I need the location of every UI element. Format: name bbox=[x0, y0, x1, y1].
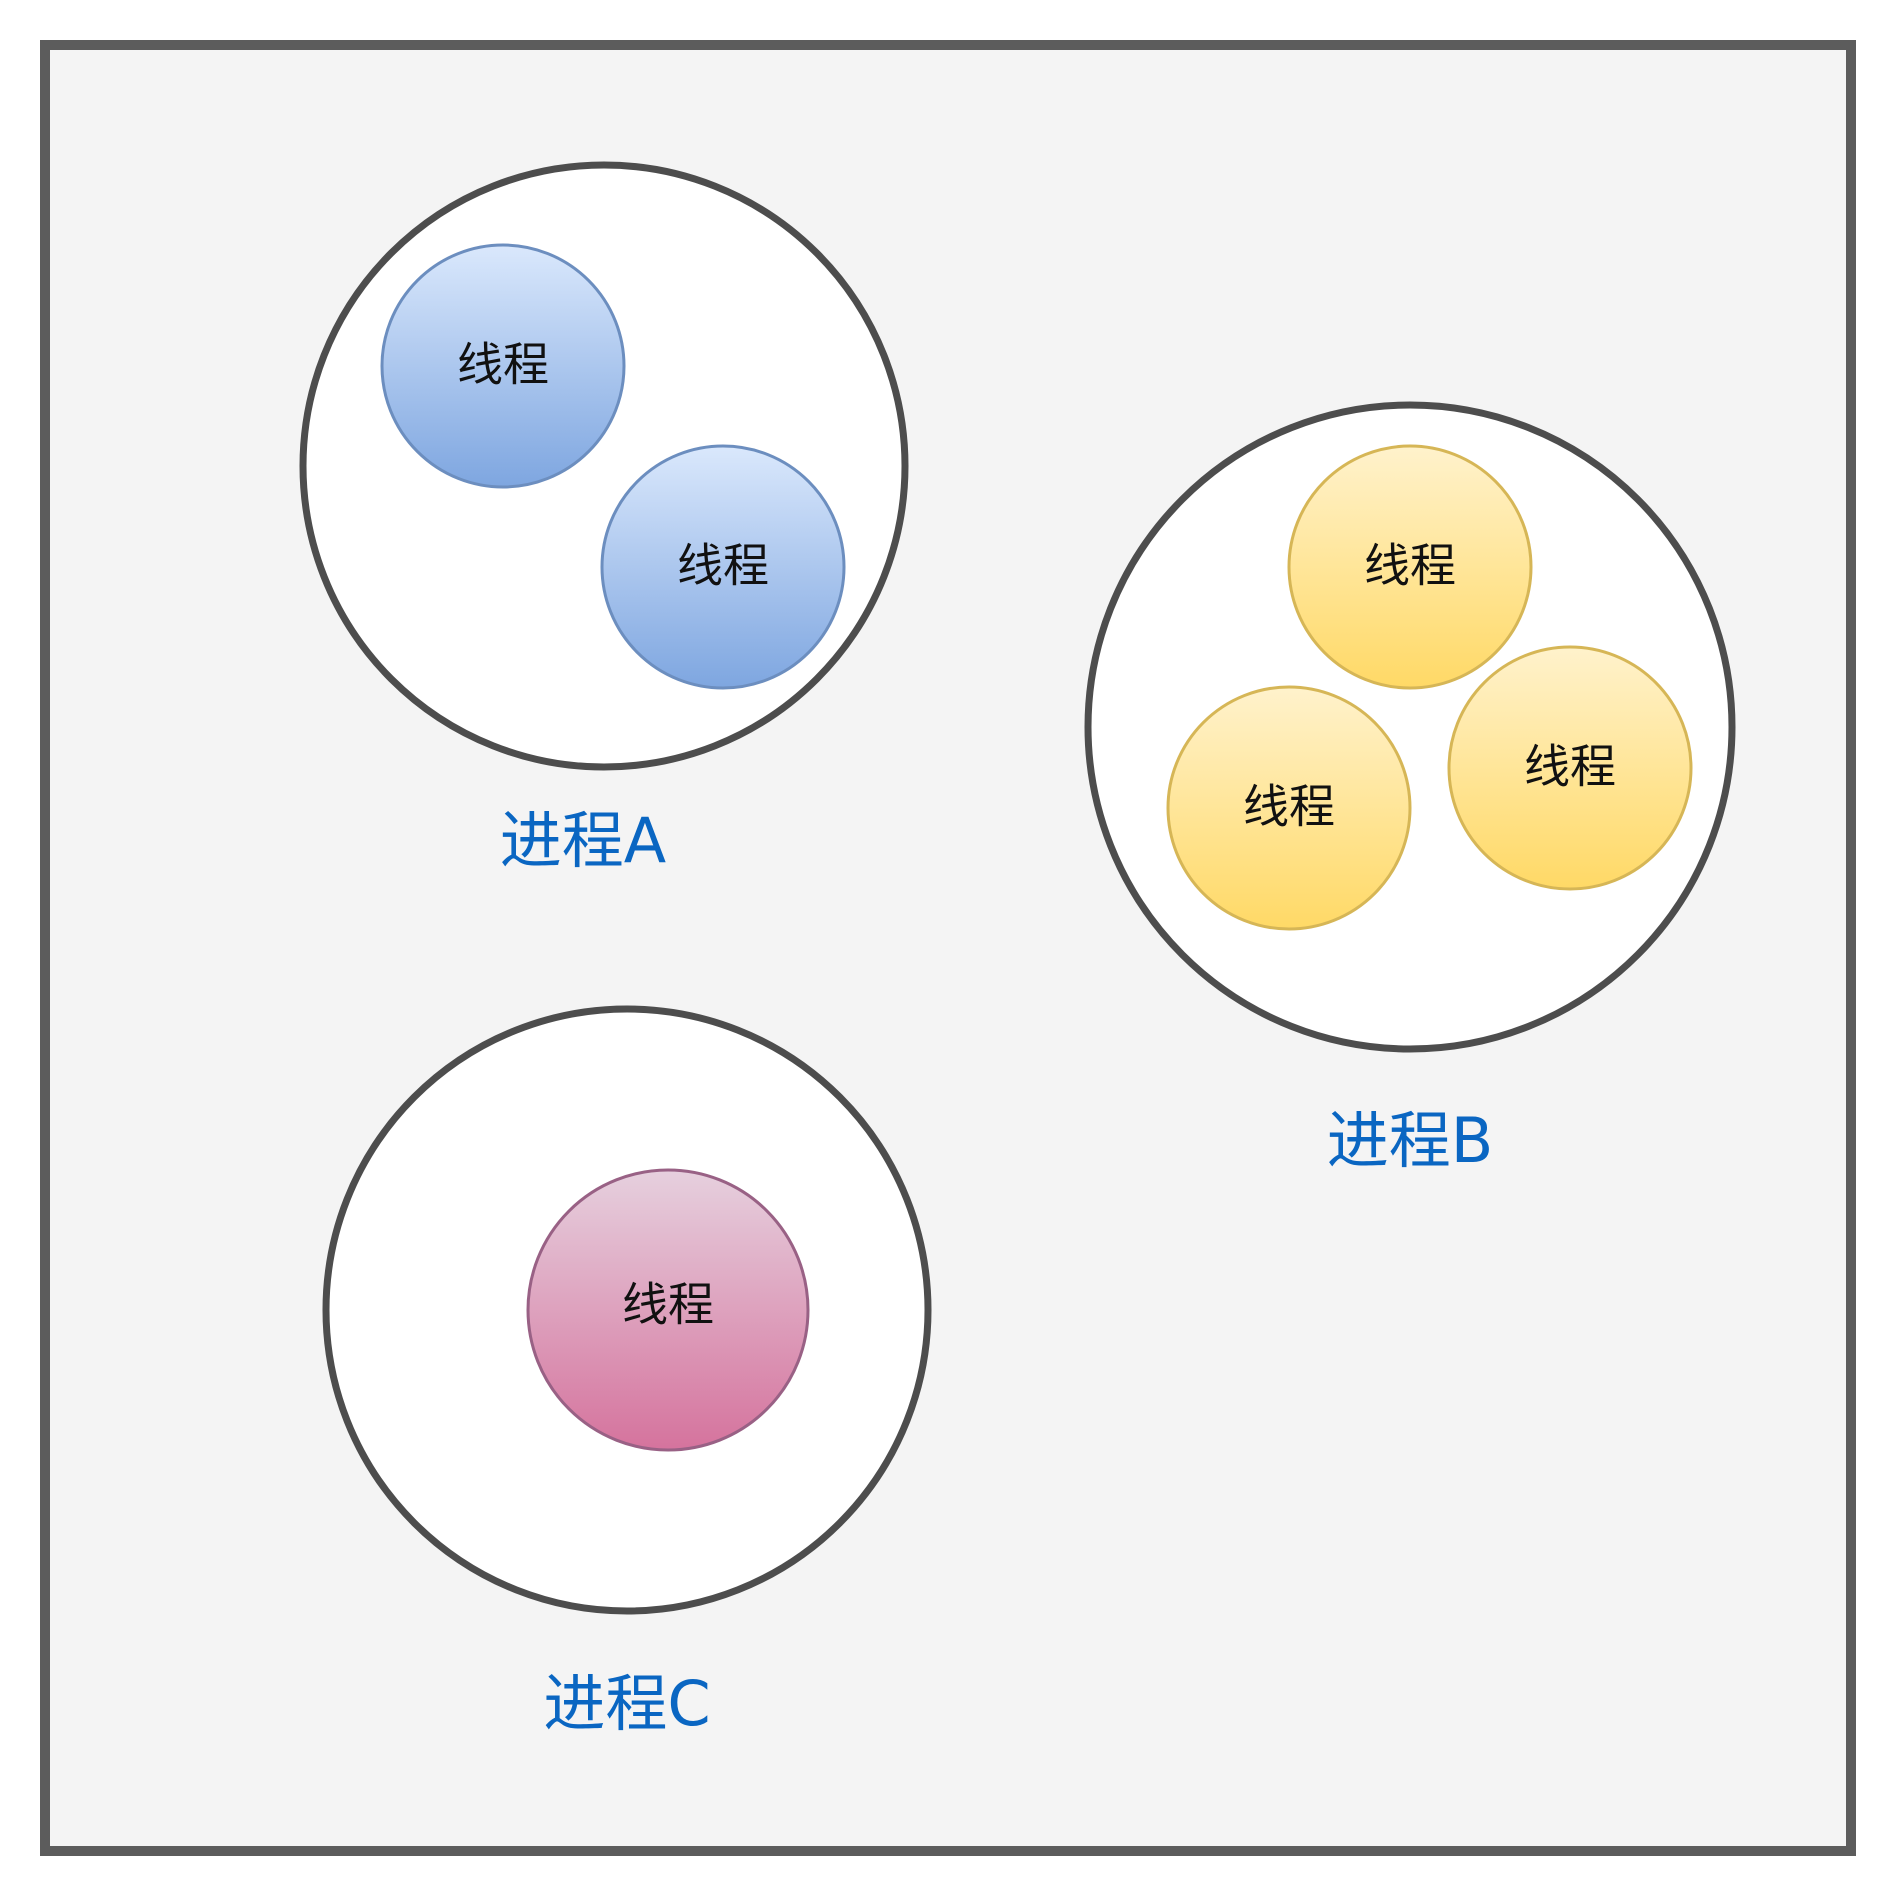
process-a: 线程 线程 进程A bbox=[299, 161, 909, 877]
thread-a-2: 线程 bbox=[600, 444, 846, 690]
process-a-label: 进程A bbox=[500, 804, 666, 877]
thread-c-1-label: 线程 bbox=[622, 1278, 714, 1332]
thread-b-1: 线程 bbox=[1287, 444, 1533, 690]
thread-b-2: 线程 bbox=[1166, 685, 1412, 931]
thread-b-3-label: 线程 bbox=[1524, 740, 1616, 794]
process-b-label: 进程B bbox=[1327, 1104, 1494, 1177]
process-b: 线程 线程 线程 进程B bbox=[1084, 401, 1736, 1177]
process-c: 线程 进程C bbox=[322, 1005, 932, 1740]
process-a-boundary bbox=[299, 161, 909, 771]
thread-b-3: 线程 bbox=[1447, 645, 1693, 891]
thread-c-1: 线程 bbox=[526, 1168, 810, 1452]
thread-a-1-circle bbox=[380, 243, 626, 489]
thread-b-3-circle bbox=[1447, 645, 1693, 891]
thread-b-2-circle bbox=[1166, 685, 1412, 931]
thread-b-1-label: 线程 bbox=[1364, 539, 1456, 593]
thread-b-2-label: 线程 bbox=[1243, 780, 1335, 834]
thread-a-2-label: 线程 bbox=[677, 539, 769, 593]
thread-a-1: 线程 bbox=[380, 243, 626, 489]
thread-a-1-label: 线程 bbox=[457, 338, 549, 392]
thread-a-2-circle bbox=[600, 444, 846, 690]
thread-c-1-circle bbox=[526, 1168, 810, 1452]
thread-b-1-circle bbox=[1287, 444, 1533, 690]
process-c-label: 进程C bbox=[543, 1667, 710, 1740]
